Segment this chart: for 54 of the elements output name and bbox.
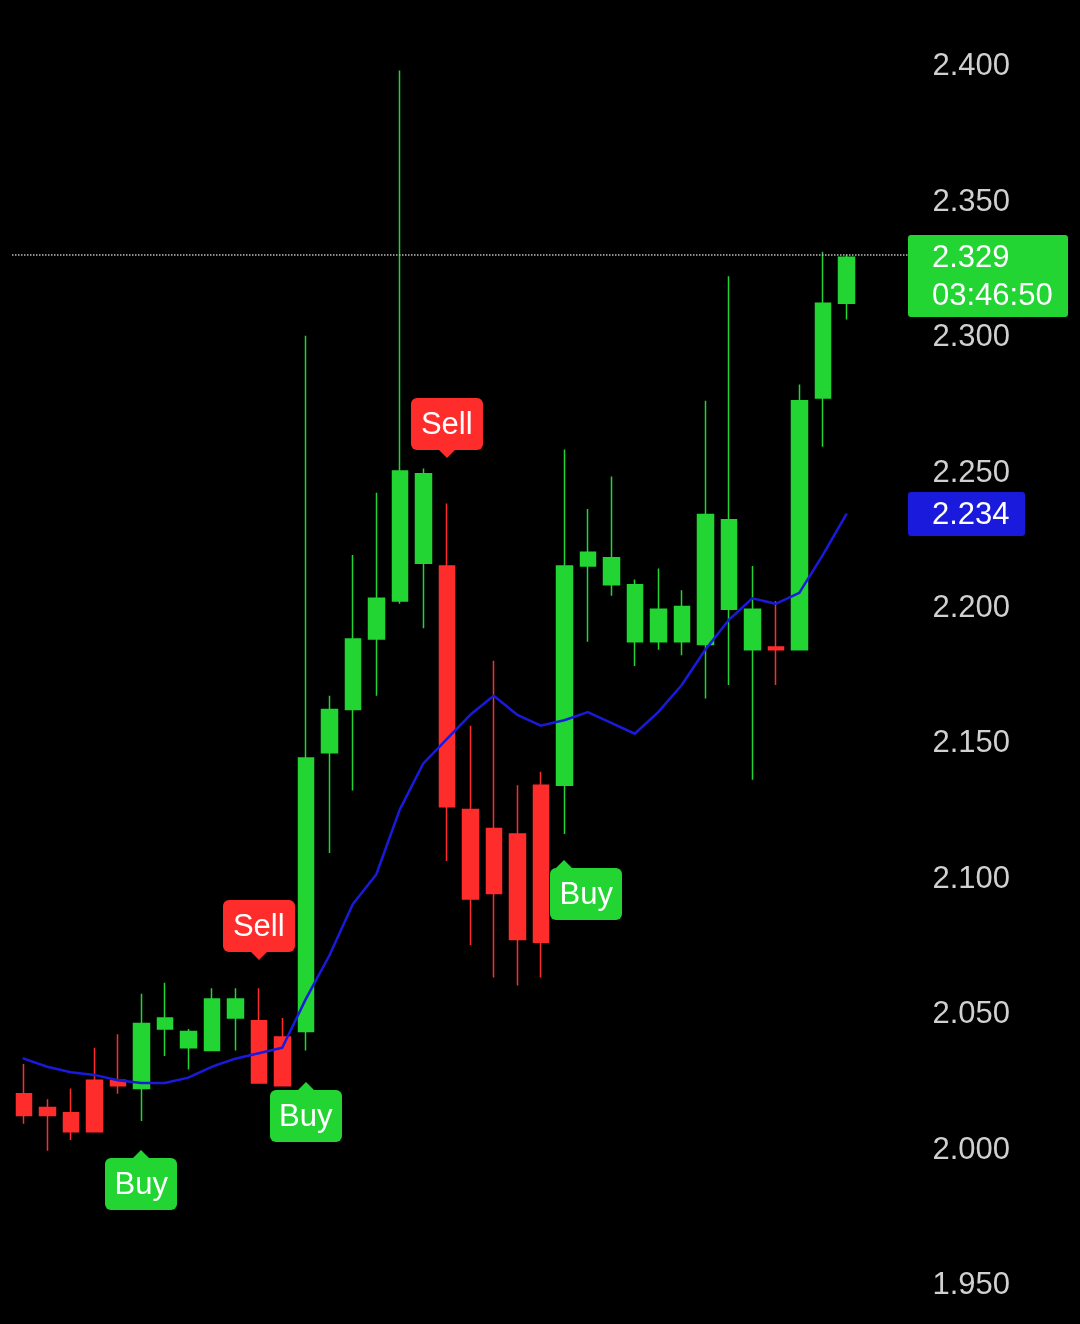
y-tick-label: 2.200 bbox=[932, 588, 1011, 624]
candlestick bbox=[720, 275, 738, 686]
y-tick-label: 2.050 bbox=[932, 995, 1011, 1031]
candlestick bbox=[250, 987, 268, 1084]
y-tick-label: 2.400 bbox=[932, 47, 1011, 83]
candlestick bbox=[438, 502, 456, 862]
candlestick bbox=[132, 992, 151, 1122]
candlestick bbox=[273, 1017, 292, 1087]
candlestick bbox=[673, 589, 691, 656]
line-series bbox=[22, 513, 848, 1085]
candlestick bbox=[602, 475, 621, 597]
candlestick bbox=[461, 724, 480, 946]
candlestick bbox=[297, 334, 315, 1052]
candlestick bbox=[391, 69, 409, 605]
candlestick bbox=[532, 770, 550, 979]
annotation: Buy bbox=[279, 1097, 333, 1135]
text: 03:46:50 bbox=[931, 276, 1054, 315]
candlestick bbox=[85, 1047, 104, 1133]
candlestick bbox=[767, 600, 785, 686]
ref-line-label: 2.329 bbox=[931, 238, 1011, 277]
candlestick bbox=[485, 659, 503, 979]
candlestick bbox=[367, 492, 386, 697]
candlestick bbox=[649, 567, 668, 651]
annotation: Sell bbox=[420, 405, 473, 443]
candlestick bbox=[226, 987, 245, 1052]
candlestick bbox=[15, 1063, 33, 1125]
candlestick bbox=[344, 554, 362, 792]
candlestick bbox=[743, 565, 762, 781]
candlestick bbox=[203, 987, 221, 1052]
candlestick bbox=[626, 578, 644, 667]
candlestick bbox=[508, 784, 527, 987]
y-tick-label: 2.350 bbox=[932, 182, 1011, 218]
y-tick-label: 1.950 bbox=[932, 1265, 1011, 1301]
candlestick bbox=[38, 1098, 57, 1152]
annotation: Buy bbox=[559, 875, 613, 913]
candlestick bbox=[696, 399, 715, 700]
text: 2.234 bbox=[908, 495, 1025, 534]
candlestick bbox=[320, 695, 339, 854]
annotation: Buy bbox=[114, 1165, 168, 1203]
candlestick bbox=[579, 508, 597, 643]
candlestick bbox=[156, 982, 174, 1057]
y-tick-label: 2.150 bbox=[932, 724, 1011, 760]
y-tick-label: 2.300 bbox=[932, 318, 1011, 354]
y-tick-label: 2.250 bbox=[932, 453, 1011, 489]
annotation: Sell bbox=[232, 907, 285, 945]
candlestick bbox=[837, 253, 856, 321]
candlestick bbox=[814, 251, 832, 448]
y-tick-label: 2.000 bbox=[932, 1130, 1011, 1166]
candlestick bbox=[414, 467, 433, 629]
candlestick bbox=[555, 448, 574, 835]
candlestick bbox=[179, 1028, 198, 1071]
candlestick bbox=[790, 383, 809, 651]
candlestick bbox=[62, 1087, 80, 1141]
y-tick-label: 2.100 bbox=[932, 859, 1011, 895]
